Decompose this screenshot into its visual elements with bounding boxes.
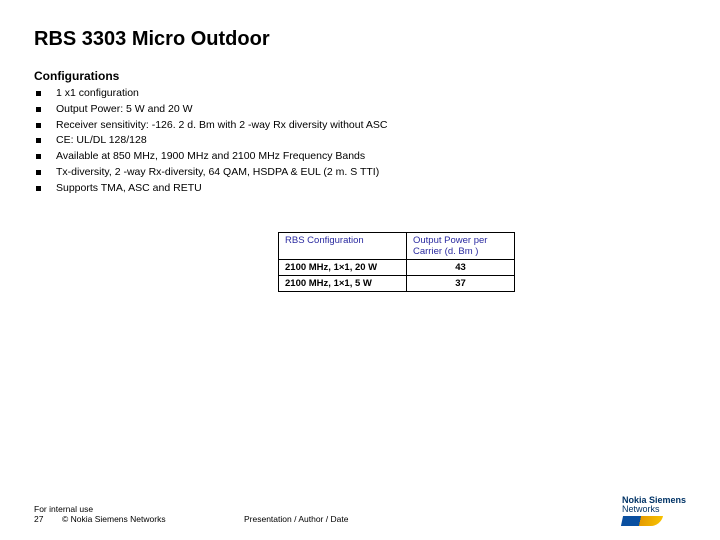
slide-title: RBS 3303 Micro Outdoor — [34, 28, 686, 51]
brand-logo: Nokia Siemens Networks — [622, 496, 686, 526]
footer-classification: For internal use — [34, 504, 686, 514]
table-row: 2100 MHz, 1×1, 20 W 43 — [279, 260, 515, 276]
bullet-item: CE: UL/DL 128/128 — [36, 133, 686, 149]
config-table: RBS Configuration Output Power per Carri… — [278, 232, 515, 292]
table-header-cell: Output Power per Carrier (d. Bm ) — [407, 233, 515, 260]
bullet-item: Supports TMA, ASC and RETU — [36, 181, 686, 197]
table-cell: 37 — [407, 276, 515, 292]
table-header-row: RBS Configuration Output Power per Carri… — [279, 233, 515, 260]
footer-meta: Presentation / Author / Date — [244, 514, 348, 524]
bullet-item: Tx-diversity, 2 -way Rx-diversity, 64 QA… — [36, 165, 686, 181]
config-table-container: RBS Configuration Output Power per Carri… — [278, 232, 686, 292]
section-heading: Configurations — [34, 69, 686, 83]
footer: For internal use 27 © Nokia Siemens Netw… — [34, 504, 686, 524]
bullet-item: 1 x1 configuration — [36, 86, 686, 102]
brand-subtitle: Networks — [622, 505, 686, 514]
bullet-item: Available at 850 MHz, 1900 MHz and 2100 … — [36, 149, 686, 165]
slide: RBS 3303 Micro Outdoor Configurations 1 … — [0, 0, 720, 540]
table-header-cell: RBS Configuration — [279, 233, 407, 260]
table-cell: 2100 MHz, 1×1, 5 W — [279, 276, 407, 292]
table-row: 2100 MHz, 1×1, 5 W 37 — [279, 276, 515, 292]
table-cell: 2100 MHz, 1×1, 20 W — [279, 260, 407, 276]
table-cell: 43 — [407, 260, 515, 276]
footer-copyright: © Nokia Siemens Networks — [62, 514, 166, 524]
bullet-list: 1 x1 configuration Output Power: 5 W and… — [34, 86, 686, 196]
footer-page-number: 27 — [34, 514, 52, 524]
brand-swoosh-icon — [621, 516, 663, 526]
bullet-item: Output Power: 5 W and 20 W — [36, 102, 686, 118]
bullet-item: Receiver sensitivity: -126. 2 d. Bm with… — [36, 118, 686, 134]
